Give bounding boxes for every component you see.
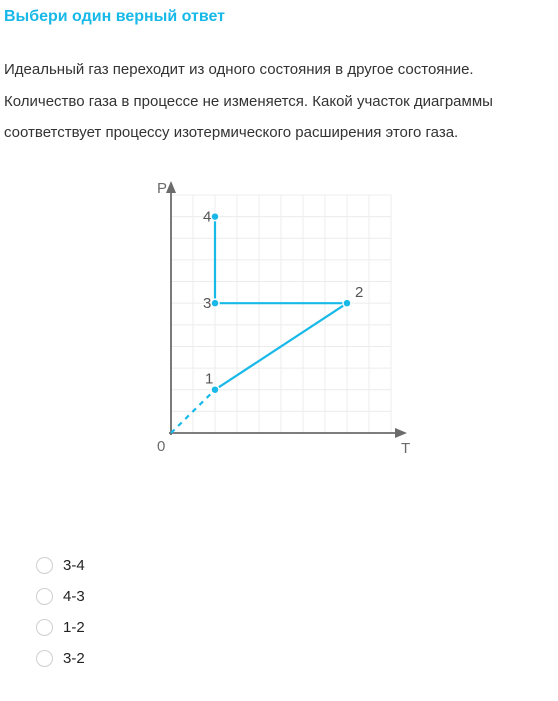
- svg-text:4: 4: [203, 208, 211, 225]
- option-3[interactable]: 3-2: [36, 650, 554, 667]
- option-label: 4-3: [63, 588, 85, 605]
- instruction-heading: Выбери один верный ответ: [4, 8, 554, 26]
- svg-text:T: T: [401, 440, 410, 457]
- radio-icon: [36, 588, 53, 605]
- pt-diagram: P T 0 1 2 3 4: [139, 177, 419, 467]
- radio-icon: [36, 650, 53, 667]
- option-1[interactable]: 4-3: [36, 588, 554, 605]
- option-label: 3-2: [63, 650, 85, 667]
- chart-container: P T 0 1 2 3 4: [4, 177, 554, 467]
- svg-text:P: P: [157, 180, 167, 197]
- option-label: 1-2: [63, 619, 85, 636]
- svg-text:3: 3: [203, 295, 211, 312]
- svg-text:2: 2: [355, 284, 363, 301]
- svg-text:1: 1: [205, 370, 213, 387]
- option-0[interactable]: 3-4: [36, 557, 554, 574]
- svg-text:0: 0: [157, 438, 165, 455]
- radio-icon: [36, 619, 53, 636]
- answer-options: 3-4 4-3 1-2 3-2: [4, 557, 554, 667]
- option-label: 3-4: [63, 557, 85, 574]
- option-2[interactable]: 1-2: [36, 619, 554, 636]
- radio-icon: [36, 557, 53, 574]
- question-text: Идеальный газ переходит из одного состоя…: [4, 54, 554, 149]
